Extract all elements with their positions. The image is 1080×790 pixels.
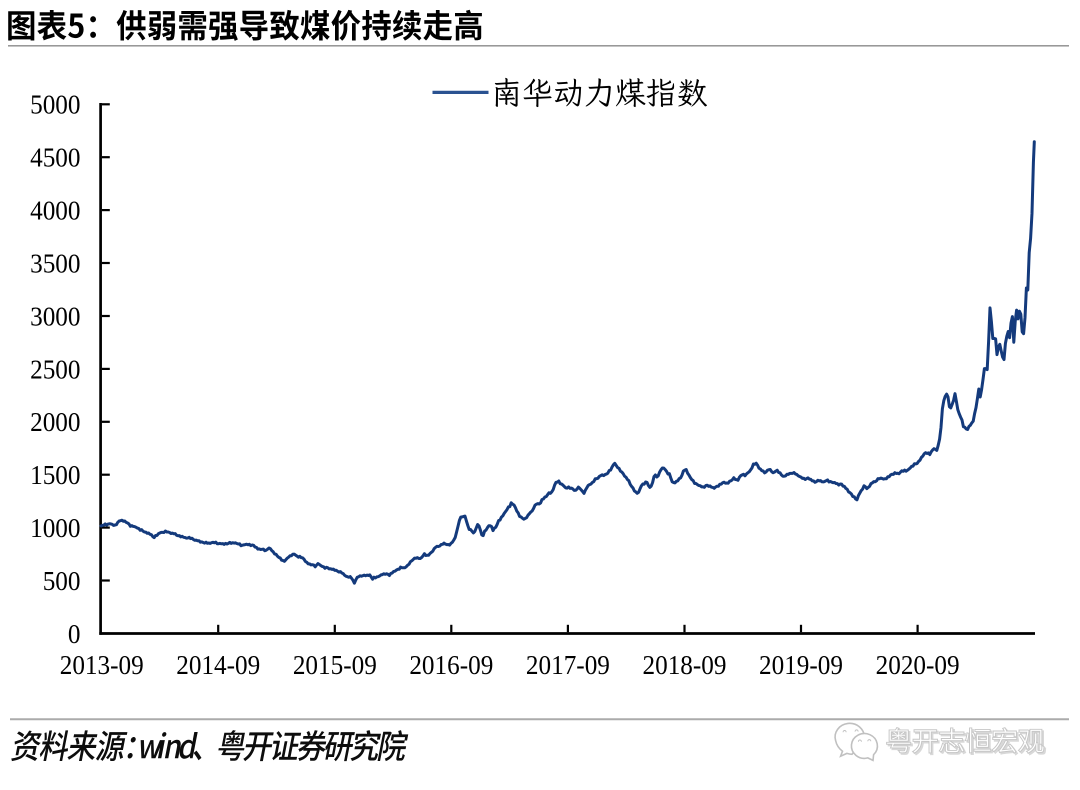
svg-text:1000: 1000 (30, 513, 80, 543)
svg-text:2020-09: 2020-09 (876, 650, 960, 680)
svg-text:2017-09: 2017-09 (526, 650, 610, 680)
svg-text:1500: 1500 (30, 460, 80, 490)
svg-text:0: 0 (68, 619, 81, 649)
svg-text:3000: 3000 (30, 302, 80, 332)
svg-text:2000: 2000 (30, 407, 80, 437)
svg-text:2016-09: 2016-09 (409, 650, 493, 680)
svg-text:2018-09: 2018-09 (643, 650, 727, 680)
svg-text:2500: 2500 (30, 354, 80, 384)
svg-text:2014-09: 2014-09 (176, 650, 260, 680)
svg-text:2015-09: 2015-09 (293, 650, 377, 680)
svg-text:2013-09: 2013-09 (60, 650, 144, 680)
svg-text:5000: 5000 (30, 90, 80, 120)
svg-text:3500: 3500 (30, 249, 80, 279)
svg-text:500: 500 (43, 566, 81, 596)
svg-text:4000: 4000 (30, 196, 80, 226)
svg-text:2019-09: 2019-09 (759, 650, 843, 680)
svg-text:4500: 4500 (30, 143, 80, 173)
